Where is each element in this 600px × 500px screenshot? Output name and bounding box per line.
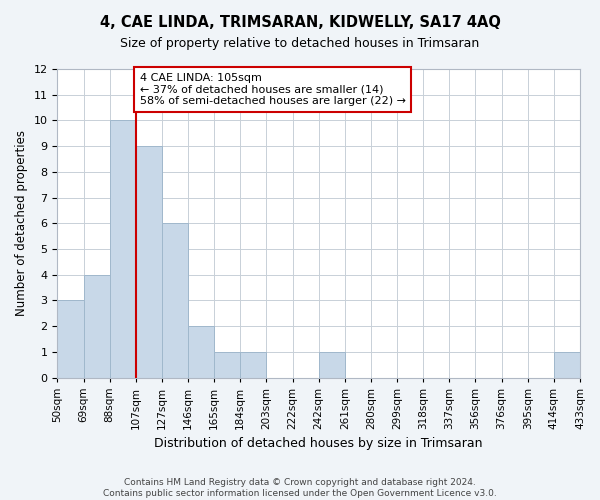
Bar (319, 352, 345, 378)
Text: Contains HM Land Registry data © Crown copyright and database right 2024.
Contai: Contains HM Land Registry data © Crown c… (103, 478, 497, 498)
Bar (110, 120, 136, 378)
Bar (241, 352, 266, 378)
Bar (58, 300, 83, 378)
Bar (214, 352, 241, 378)
Bar (554, 352, 580, 378)
Text: 4 CAE LINDA: 105sqm
← 37% of detached houses are smaller (14)
58% of semi-detach: 4 CAE LINDA: 105sqm ← 37% of detached ho… (140, 73, 406, 106)
Y-axis label: Number of detached properties: Number of detached properties (15, 130, 28, 316)
Bar (162, 224, 188, 378)
Bar (136, 146, 162, 378)
Bar (83, 274, 110, 378)
Bar (188, 326, 214, 378)
Text: 4, CAE LINDA, TRIMSARAN, KIDWELLY, SA17 4AQ: 4, CAE LINDA, TRIMSARAN, KIDWELLY, SA17 … (100, 15, 500, 30)
X-axis label: Distribution of detached houses by size in Trimsaran: Distribution of detached houses by size … (154, 437, 483, 450)
Text: Size of property relative to detached houses in Trimsaran: Size of property relative to detached ho… (121, 38, 479, 51)
